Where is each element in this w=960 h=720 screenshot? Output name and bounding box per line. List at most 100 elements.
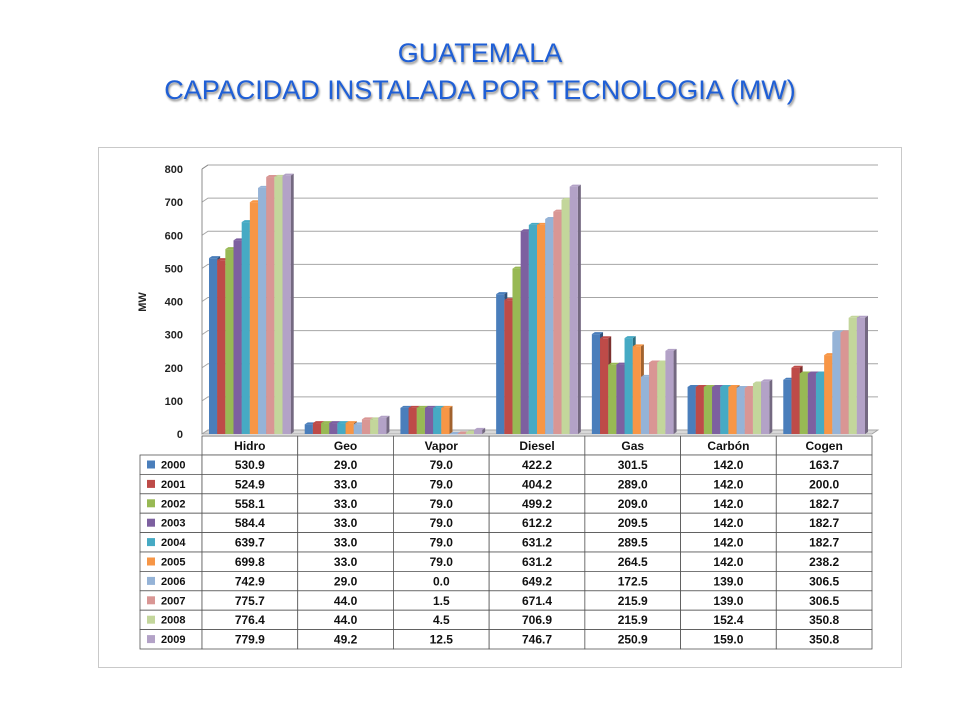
data-label: 215.9 [618, 613, 648, 627]
data-label: 49.2 [334, 633, 358, 647]
data-label: 699.8 [235, 555, 265, 569]
bar-vapor-2005 [441, 405, 453, 434]
data-label: 142.0 [713, 497, 743, 511]
data-label: 306.5 [809, 574, 839, 588]
legend-series-name: 2004 [161, 537, 186, 549]
y-tick-label: 0 [177, 429, 183, 441]
data-label: 499.2 [522, 497, 552, 511]
data-label: 0.0 [433, 574, 450, 588]
data-label: 4.5 [433, 613, 450, 627]
data-label: 631.2 [522, 536, 552, 550]
data-label: 182.7 [809, 497, 839, 511]
data-label: 142.0 [713, 555, 743, 569]
y-tick-label: 600 [165, 230, 183, 242]
data-label: 250.9 [618, 633, 648, 647]
data-label: 182.7 [809, 516, 839, 530]
data-label: 172.5 [618, 574, 648, 588]
data-label: 1.5 [433, 594, 450, 608]
gridline [201, 330, 878, 336]
data-label: 671.4 [522, 594, 552, 608]
y-tick-label: 700 [165, 197, 183, 209]
bar-vapor-2009 [473, 427, 486, 434]
data-label: 182.7 [809, 536, 839, 550]
data-label: 33.0 [334, 536, 358, 550]
y-tick-label: 200 [165, 363, 183, 375]
x-category-label: Cogen [805, 439, 842, 453]
legend-series-name: 2002 [161, 498, 185, 510]
data-label: 238.2 [809, 555, 839, 569]
data-label: 209.5 [618, 516, 648, 530]
data-label: 779.9 [235, 633, 265, 647]
legend-swatch [147, 499, 155, 508]
data-label: 649.2 [522, 574, 552, 588]
x-category-label: Hidro [234, 439, 265, 453]
data-label: 706.9 [522, 613, 552, 627]
data-label: 209.0 [618, 497, 648, 511]
data-label: 44.0 [334, 613, 358, 627]
data-label: 33.0 [334, 555, 358, 569]
legend-swatch [147, 615, 155, 624]
x-category-label: Diesel [519, 439, 554, 453]
data-label: 422.2 [522, 458, 552, 472]
bar-carbón-2009 [761, 379, 773, 434]
data-label: 142.0 [713, 516, 743, 530]
data-label: 79.0 [430, 458, 454, 472]
y-axis-depth-line [201, 164, 209, 170]
slide-title-subject: CAPACIDAD INSTALADA POR TECNOLOGIA (MW) [164, 75, 796, 105]
data-label: 33.0 [334, 516, 358, 530]
bar-diesel-2009 [569, 184, 581, 434]
data-label: 12.5 [430, 633, 454, 647]
legend-swatch [147, 596, 155, 605]
bar-geo-2009 [378, 415, 390, 434]
y-tick-label: 300 [165, 330, 183, 342]
data-label: 404.2 [522, 477, 552, 491]
x-category-label: Gas [621, 439, 644, 453]
data-label: 306.5 [809, 594, 839, 608]
data-label: 79.0 [430, 536, 454, 550]
x-category-label: Geo [334, 439, 357, 453]
data-label: 289.5 [618, 536, 648, 550]
legend-series-name: 2005 [161, 557, 185, 569]
data-label: 558.1 [235, 497, 265, 511]
data-label: 159.0 [713, 633, 743, 647]
legend-series-name: 2003 [161, 518, 185, 530]
data-label: 79.0 [430, 477, 454, 491]
table-cell [775, 629, 873, 650]
data-label: 350.8 [809, 613, 839, 627]
x-category-label: Vapor [425, 439, 459, 453]
y-tick-label: 500 [165, 263, 183, 275]
data-label: 584.4 [235, 516, 265, 530]
data-label: 139.0 [713, 574, 743, 588]
legend-series-name: 2006 [161, 576, 185, 588]
gridline [201, 230, 878, 236]
legend-swatch [147, 635, 155, 644]
y-tick-label: 400 [165, 297, 183, 309]
data-label: 350.8 [809, 633, 839, 647]
data-label: 142.0 [713, 477, 743, 491]
bar-gas-2009 [665, 348, 677, 434]
data-label: 29.0 [334, 574, 358, 588]
legend-swatch [147, 538, 155, 547]
data-label: 612.2 [522, 516, 552, 530]
data-label: 200.0 [809, 477, 839, 491]
data-label: 142.0 [713, 536, 743, 550]
data-label: 79.0 [430, 516, 454, 530]
legend-swatch [147, 576, 155, 585]
data-label: 742.9 [235, 574, 265, 588]
data-label: 139.0 [713, 594, 743, 608]
data-label: 289.0 [618, 477, 648, 491]
bar-cogen-2009 [856, 315, 868, 434]
x-category-label: Carbón [707, 439, 749, 453]
data-label: 44.0 [334, 594, 358, 608]
data-label: 631.2 [522, 555, 552, 569]
data-label: 530.9 [235, 458, 265, 472]
data-label: 163.7 [809, 458, 839, 472]
data-label: 776.4 [235, 613, 265, 627]
y-tick-label: 100 [165, 396, 183, 408]
y-tick-label: 800 [165, 164, 183, 176]
y-axis-label: MW [137, 292, 149, 312]
legend-series-name: 2007 [161, 595, 185, 607]
data-label: 264.5 [618, 555, 648, 569]
data-label: 152.4 [713, 613, 743, 627]
